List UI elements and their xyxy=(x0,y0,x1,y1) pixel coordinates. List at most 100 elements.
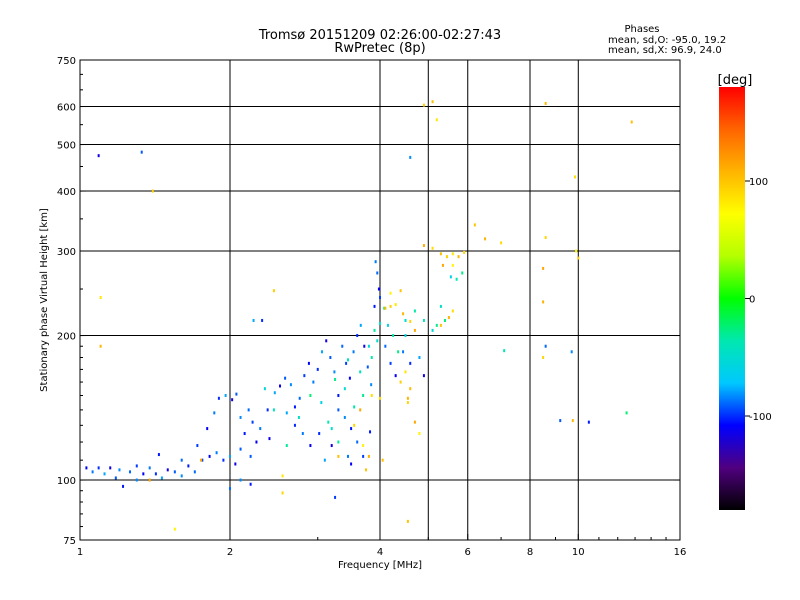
data-point xyxy=(441,263,444,267)
data-point xyxy=(394,303,397,307)
data-point xyxy=(272,408,275,412)
data-point xyxy=(359,408,362,412)
data-point xyxy=(325,339,328,343)
data-point xyxy=(542,355,545,359)
data-point xyxy=(281,474,284,478)
data-point xyxy=(625,411,628,415)
data-point xyxy=(455,277,458,281)
data-point xyxy=(193,470,196,474)
data-point xyxy=(384,344,387,348)
data-point xyxy=(337,454,340,458)
data-point xyxy=(235,392,238,396)
x-tick-label: 8 xyxy=(527,547,533,558)
data-point xyxy=(268,437,271,441)
data-point xyxy=(431,328,434,332)
data-point xyxy=(350,427,353,431)
data-point xyxy=(439,252,442,256)
colorbar-tick-label: 100 xyxy=(749,177,768,188)
data-point xyxy=(346,454,349,458)
data-point xyxy=(173,470,176,474)
data-point xyxy=(574,175,577,179)
data-point xyxy=(247,408,250,412)
data-point xyxy=(406,401,409,405)
x-axis-label: Frequency [MHz] xyxy=(338,560,422,571)
data-point xyxy=(217,396,220,400)
x-tick-label: 6 xyxy=(465,547,471,558)
data-point xyxy=(215,451,218,455)
y-tick-label: 750 xyxy=(57,56,76,67)
data-point xyxy=(273,391,276,395)
data-point xyxy=(367,344,370,348)
data-point xyxy=(329,355,332,359)
y-tick-label: 500 xyxy=(57,141,76,152)
data-point xyxy=(439,323,442,327)
y-axis-label: Stationary phase Virtual Height [km] xyxy=(39,208,50,392)
data-points xyxy=(85,100,633,531)
data-point xyxy=(379,396,381,400)
data-point xyxy=(109,466,112,470)
data-point xyxy=(409,319,412,323)
data-point xyxy=(266,408,269,412)
data-point xyxy=(484,237,487,241)
data-point xyxy=(229,487,231,491)
data-point xyxy=(413,328,416,332)
x-axis-ticks: 1 2 4 6 8 10 16 xyxy=(77,534,687,558)
data-point xyxy=(251,420,254,424)
x-tick-label: 16 xyxy=(674,547,687,558)
data-point xyxy=(345,361,348,365)
data-point xyxy=(196,444,199,448)
data-point xyxy=(463,250,466,254)
data-point xyxy=(337,394,340,398)
x-tick-label: 1 xyxy=(77,547,83,558)
data-point xyxy=(187,464,190,468)
data-point xyxy=(451,263,454,267)
data-point xyxy=(285,411,288,415)
data-point xyxy=(394,374,397,378)
y-tick-label: 200 xyxy=(57,332,76,343)
legend-o-stats: mean, sd,O: -95.0, 19.2 xyxy=(608,35,726,46)
data-point xyxy=(279,384,282,388)
data-point xyxy=(140,150,143,154)
data-point xyxy=(383,306,386,310)
legend-x-stats: mean, sd,X: 96.9, 24.0 xyxy=(608,45,722,56)
colorbar-label: [deg] xyxy=(718,73,753,88)
data-point xyxy=(379,321,381,325)
data-point xyxy=(249,482,252,486)
data-point xyxy=(404,318,407,322)
data-point xyxy=(570,350,573,354)
data-point xyxy=(422,244,425,248)
data-point xyxy=(334,495,337,499)
data-point xyxy=(630,120,633,124)
data-point xyxy=(431,246,434,250)
data-point xyxy=(272,289,275,293)
data-point xyxy=(327,420,330,424)
data-point xyxy=(234,462,237,466)
colorbar-tick-label: 0 xyxy=(749,295,755,306)
data-point xyxy=(333,370,336,374)
data-point xyxy=(166,468,169,472)
data-point xyxy=(397,350,400,354)
data-point xyxy=(122,484,125,488)
data-point xyxy=(404,370,407,374)
data-point xyxy=(571,419,574,423)
data-point xyxy=(445,255,448,259)
data-point xyxy=(386,323,389,327)
data-point xyxy=(97,154,100,158)
data-point xyxy=(348,376,351,380)
data-point xyxy=(399,289,402,293)
data-point xyxy=(284,376,287,380)
data-point xyxy=(362,454,365,458)
data-point xyxy=(200,458,203,462)
data-point xyxy=(542,266,545,270)
data-point xyxy=(309,394,312,398)
data-point xyxy=(435,118,438,122)
data-point xyxy=(261,318,264,322)
data-point xyxy=(435,323,438,327)
data-point xyxy=(118,468,121,472)
y-tick-label: 600 xyxy=(57,103,76,114)
data-point xyxy=(451,252,454,256)
data-point xyxy=(346,358,349,362)
data-point xyxy=(379,296,381,300)
x-tick-label: 4 xyxy=(377,547,383,558)
